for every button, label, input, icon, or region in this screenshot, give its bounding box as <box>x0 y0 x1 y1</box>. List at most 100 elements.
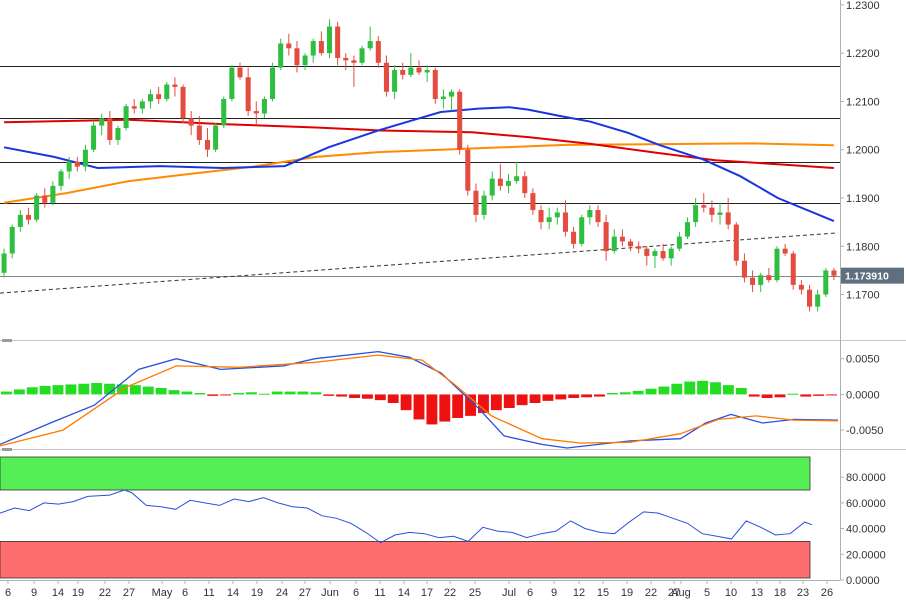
candle-body <box>74 161 80 167</box>
candle-body <box>465 149 471 191</box>
macd-histogram-bar <box>104 383 116 395</box>
macd-histogram-bar <box>155 388 167 395</box>
rsi-tick-label: 40.0000 <box>846 524 886 536</box>
x-tick-label: 6 <box>527 587 533 599</box>
macd-histogram-bar <box>658 386 670 395</box>
candle-body <box>432 70 438 99</box>
macd-histogram-bar <box>503 394 515 408</box>
x-tick-label: 17 <box>421 587 433 599</box>
signal-line <box>0 354 839 447</box>
x-tick-label: Aug <box>671 587 691 599</box>
candle-body <box>229 67 235 99</box>
macd-histogram-bar <box>735 388 747 395</box>
x-tick-label: 9 <box>31 587 37 599</box>
x-tick-label: 27 <box>123 587 135 599</box>
candle-body <box>440 96 446 99</box>
candle-body <box>286 43 292 49</box>
rsi-tick-label: 0.0000 <box>846 575 880 587</box>
macd-histogram-bar <box>374 394 386 401</box>
macd-histogram-bar <box>336 394 348 397</box>
candle-body <box>514 176 520 182</box>
macd-histogram-bar <box>697 380 709 395</box>
candle-body <box>139 101 145 109</box>
x-tick-label: 14 <box>52 587 64 599</box>
rsi-tick-label: 60.0000 <box>846 498 886 510</box>
candle-body <box>66 161 72 172</box>
macd-tick-label: 0.0050 <box>846 354 880 366</box>
candle-body <box>684 222 691 237</box>
candle-body <box>147 94 154 102</box>
candle-body <box>660 251 666 259</box>
x-tick-label: 19 <box>72 587 84 599</box>
x-tick-label: 14 <box>227 587 239 599</box>
candle-body <box>701 205 707 208</box>
candle-body <box>457 91 463 150</box>
candle-body <box>1 253 7 273</box>
candle-body <box>807 289 813 307</box>
x-tick-label: 27 <box>668 587 680 599</box>
x-tick-label: 13 <box>751 587 763 599</box>
candle-body <box>750 277 756 285</box>
dashed-trendline <box>0 232 839 294</box>
x-tick-label: 22 <box>645 587 657 599</box>
candle-body <box>302 55 308 66</box>
macd-histogram-bar <box>129 385 141 395</box>
macd-histogram-bar <box>710 382 721 395</box>
candle-body <box>25 214 31 220</box>
macd-histogram-bar <box>220 394 232 396</box>
macd-histogram-bar <box>142 386 154 395</box>
candle-body <box>383 62 389 92</box>
candle-body <box>42 195 48 203</box>
macd-histogram-bar <box>361 394 373 399</box>
macd-histogram-bar <box>387 394 399 403</box>
candle-body <box>204 140 210 150</box>
macd-rsi-separator-handle <box>2 448 12 451</box>
candle-body <box>717 212 723 215</box>
candle-body <box>473 190 479 215</box>
macd-histogram-bar <box>478 394 489 413</box>
x-tick-label: Jul <box>502 587 516 599</box>
candle-body <box>115 127 121 141</box>
candle-body <box>359 48 365 63</box>
candle-body <box>562 212 568 232</box>
x-tick-label: 14 <box>398 587 410 599</box>
price-tick-label: 1.2300 <box>846 0 880 12</box>
macd-histogram-bar <box>568 394 580 398</box>
macd-histogram-bar <box>297 391 309 395</box>
candle-body <box>188 118 194 126</box>
candle-body <box>310 41 316 56</box>
macd-histogram-bar <box>490 394 502 411</box>
macd-histogram-bar <box>26 387 38 395</box>
candle-body <box>831 270 837 276</box>
macd-histogram-bar <box>619 392 631 395</box>
candle-body <box>99 118 105 126</box>
orange-moving-average <box>3 142 834 204</box>
candle-body <box>164 84 170 99</box>
candle-body <box>180 86 186 119</box>
candle-body <box>326 26 333 54</box>
candle-body <box>530 193 536 211</box>
candle-body <box>758 275 764 285</box>
candle-body <box>392 70 398 92</box>
x-tick-label: 5 <box>704 587 710 599</box>
macd-histogram-bar <box>645 388 657 395</box>
macd-histogram-bar <box>91 383 103 395</box>
candle-body <box>91 125 97 150</box>
candle-body <box>546 217 552 223</box>
macd-histogram-bar <box>594 394 605 397</box>
macd-histogram-bar <box>529 394 541 403</box>
macd-histogram-bar <box>426 394 438 425</box>
price-tick-label: 1.1900 <box>846 193 880 205</box>
candle-body <box>343 57 349 61</box>
rsi-line <box>0 489 813 544</box>
candle-body <box>587 210 593 218</box>
candle-body <box>400 70 406 75</box>
candle-body <box>644 248 650 256</box>
rsi-tick-label: 20.0000 <box>846 549 886 561</box>
candle-body <box>351 60 357 63</box>
x-tick-label: 19 <box>251 587 263 599</box>
macd-histogram-bar <box>65 384 77 395</box>
macd-histogram-bar <box>413 394 425 420</box>
x-tick-label: 26 <box>821 587 833 599</box>
